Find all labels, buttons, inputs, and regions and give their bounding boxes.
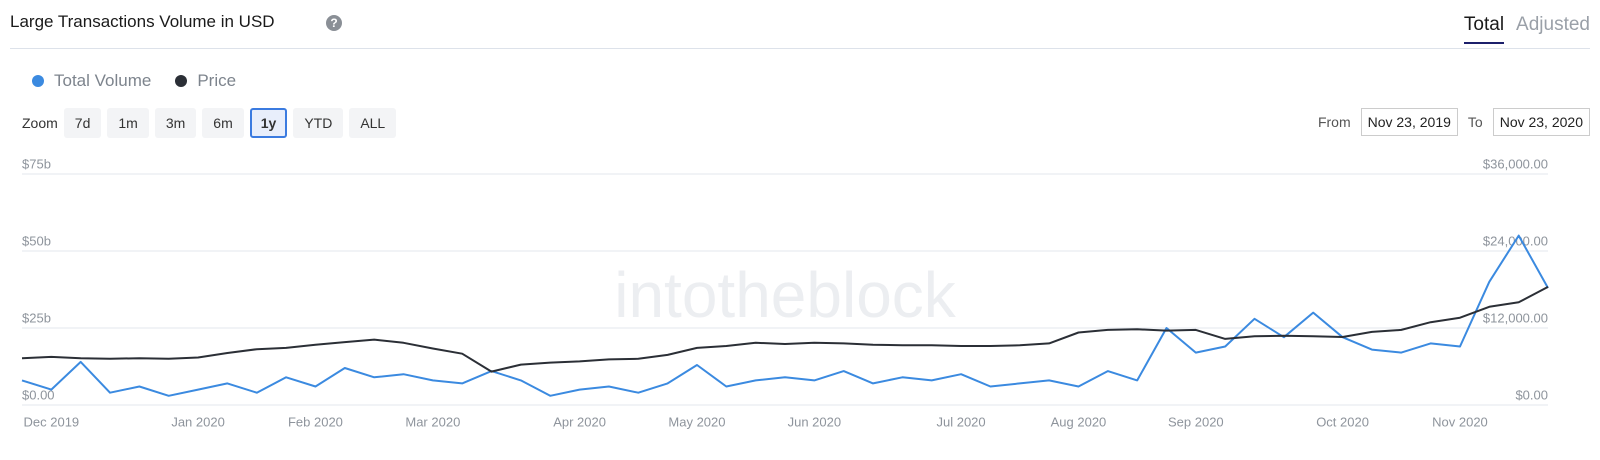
- zoom-button[interactable]: 7d: [63, 108, 102, 138]
- zoom-button[interactable]: YTD: [293, 108, 344, 138]
- tab[interactable]: Total: [1463, 14, 1505, 44]
- legend-label: Price: [197, 71, 237, 90]
- legend-item[interactable]: Total Volume: [32, 71, 151, 91]
- title: Large Transactions Volume in USD: [10, 12, 275, 31]
- tab[interactable]: Adjusted: [1516, 14, 1590, 35]
- y2-tick-label: $36,000.00: [1483, 156, 1548, 171]
- y-tick-label: $50b: [22, 233, 51, 248]
- x-tick-label: Feb 2020: [288, 414, 343, 429]
- to-label: To: [1467, 114, 1483, 130]
- zoom: Zoom 7d 1m 3m 6m 1y YTD ALL: [22, 108, 397, 138]
- y2-tick-label: $0.00: [1515, 387, 1548, 402]
- series-line: [21, 234, 1549, 397]
- legend-marker: [32, 75, 44, 87]
- x-tick-label: May 2020: [668, 414, 725, 429]
- zoom-button[interactable]: 6m: [202, 108, 244, 138]
- to-input[interactable]: Nov 23, 2020: [1492, 108, 1590, 136]
- y-tick-label: $0.00: [22, 387, 55, 402]
- from-input[interactable]: Nov 23, 2019: [1360, 108, 1458, 136]
- y-tick-label: $25b: [22, 310, 51, 325]
- from-label: From: [1317, 114, 1351, 130]
- zoom-button[interactable]: 1m: [107, 108, 149, 138]
- x-tick-label: Dec 2019: [24, 414, 80, 429]
- x-tick-label: Aug 2020: [1051, 414, 1107, 429]
- divider: [10, 48, 1590, 49]
- y2-tick-label: $12,000.00: [1483, 310, 1548, 325]
- watermark: intotheblock: [614, 259, 957, 331]
- x-tick-label: Sep 2020: [1168, 414, 1224, 429]
- zoom-label: Zoom: [22, 115, 58, 131]
- x-tick-label: Jun 2020: [788, 414, 842, 429]
- legend: Total Volume Price: [32, 71, 236, 91]
- help-icon[interactable]: ?: [326, 15, 342, 31]
- legend-label: Total Volume: [54, 71, 152, 90]
- zoom-button[interactable]: 1y: [249, 108, 288, 138]
- x-tick-label: Apr 2020: [553, 414, 606, 429]
- x-tick-label: Jan 2020: [171, 414, 225, 429]
- legend-item[interactable]: Price: [175, 71, 236, 91]
- series-line: [21, 286, 1549, 373]
- range: From Nov 23, 2019 To Nov 23, 2020: [1318, 108, 1590, 136]
- tabs: Total Adjusted: [1463, 14, 1590, 44]
- x-tick-label: Jul 2020: [936, 414, 985, 429]
- zoom-button[interactable]: 3m: [154, 108, 197, 138]
- y-tick-label: $75b: [22, 156, 51, 171]
- zoom-button[interactable]: ALL: [349, 108, 397, 138]
- x-tick-label: Mar 2020: [405, 414, 460, 429]
- x-tick-label: Oct 2020: [1316, 414, 1369, 429]
- x-tick-label: Nov 2020: [1432, 414, 1488, 429]
- legend-marker: [175, 75, 188, 87]
